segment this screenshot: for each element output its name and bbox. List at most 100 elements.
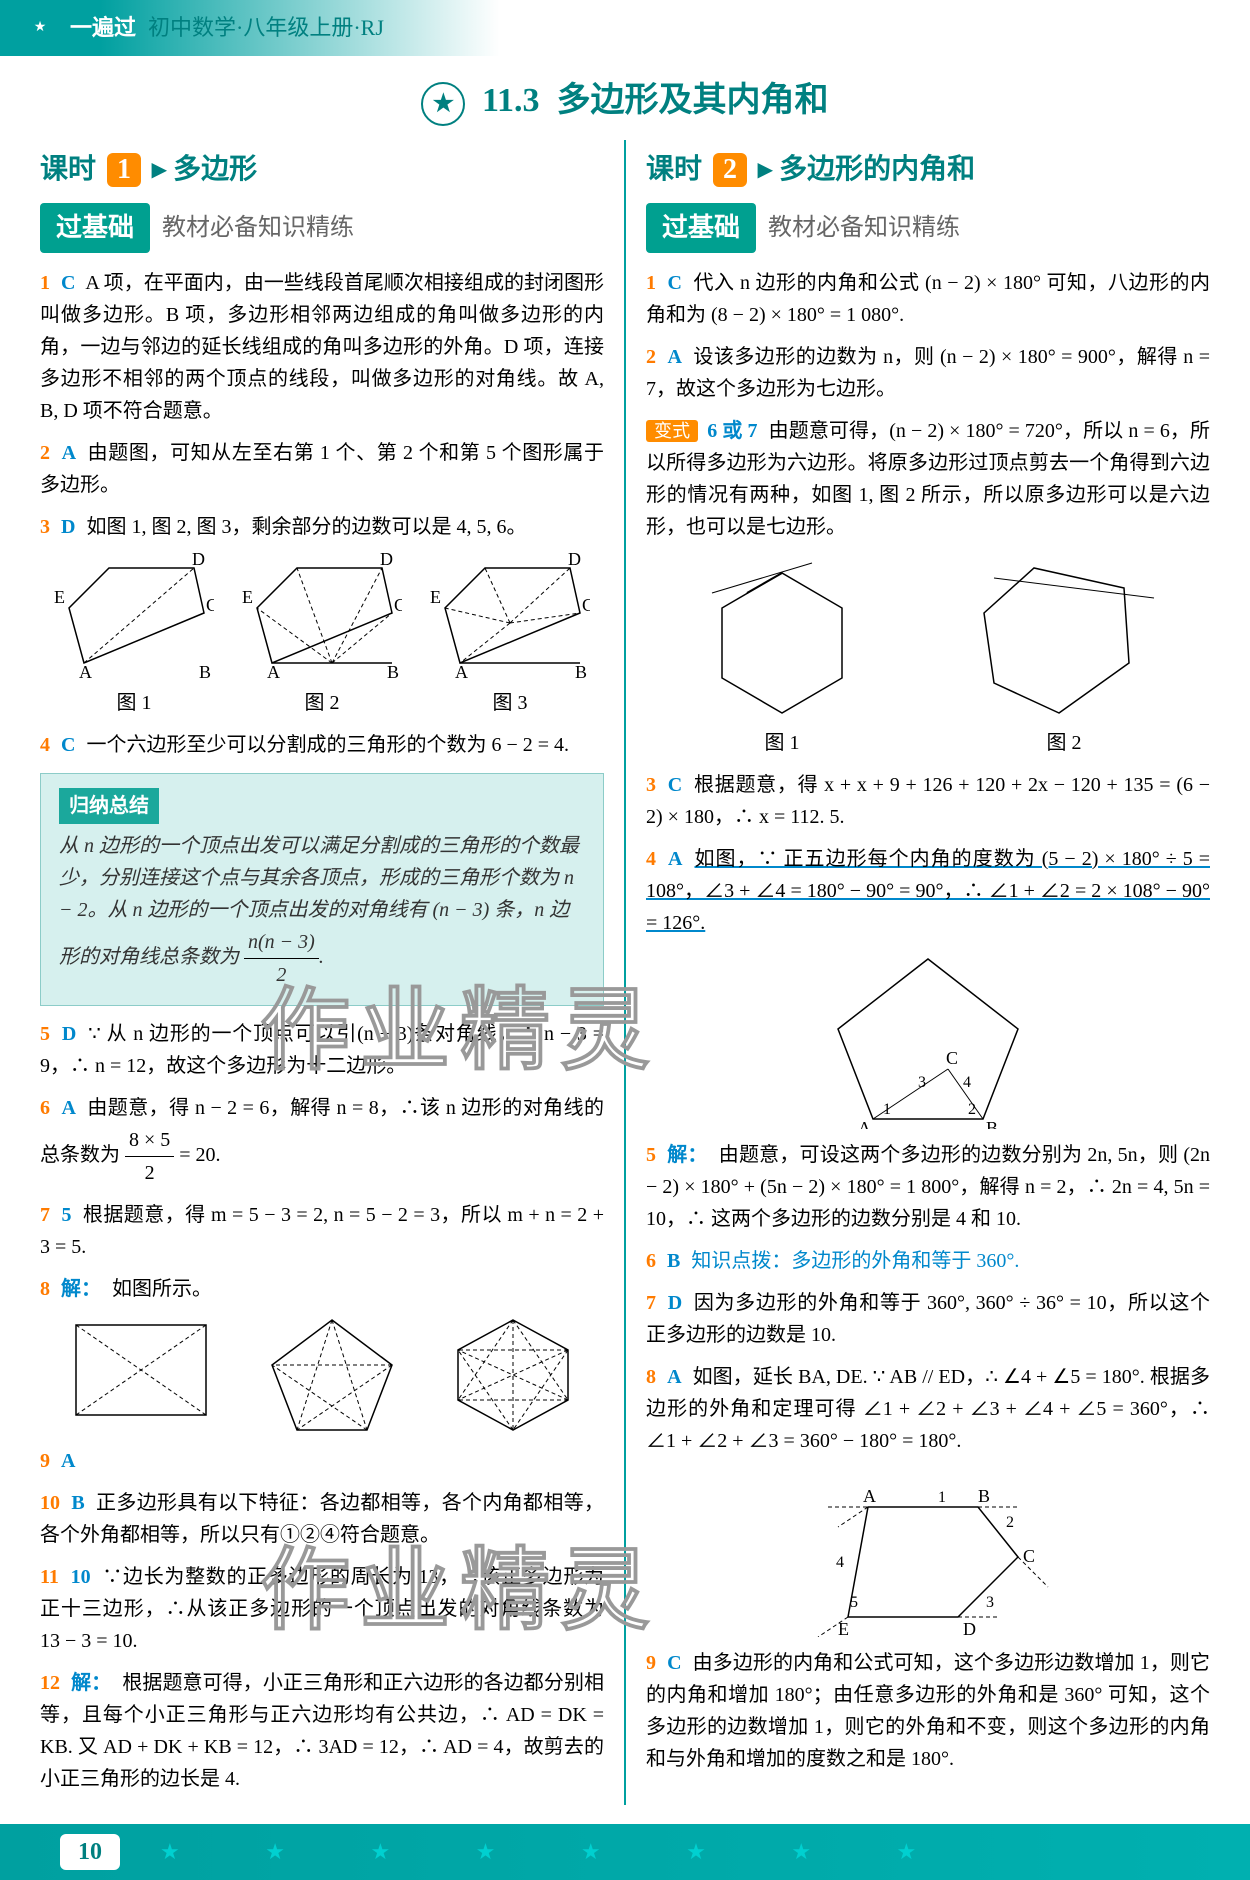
rq8: 8 A 如图，延长 BA, DE. ∵ AB // ED，∴ ∠4 + ∠5 =… (646, 1361, 1210, 1457)
left-column: 课时 1 ▸ 多边形 过基础 教材必备知识精练 1 C A 项，在平面内，由一些… (40, 140, 604, 1804)
fig-label: 图 2 (242, 687, 402, 719)
svg-text:D: D (963, 1619, 976, 1637)
lesson-title-right: 课时 2 ▸ 多边形的内角和 (646, 148, 1210, 193)
qtext: 设该多边形的边数为 n，则 (n − 2) × 180° = 900°，解得 n… (646, 346, 1210, 400)
q7: 7 5 根据题意，得 m = 5 − 3 = 2, n = 5 − 2 = 3，… (40, 1199, 604, 1263)
pentagon-svg-1: AB CD E (54, 553, 214, 683)
answer: D (61, 516, 75, 538)
answer: A (667, 1366, 681, 1388)
qtext: 由题意，可设这两个多边形的边数分别为 2n, 5n，则 (2n − 2) × 1… (646, 1144, 1210, 1230)
rq5: 5 解： 由题意，可设这两个多边形的边数分别为 2n, 5n，则 (2n − 2… (646, 1139, 1210, 1235)
lesson-num-badge: 1 (107, 153, 141, 187)
pentagon-angle-fig: AB C 13 42 (646, 949, 1210, 1129)
svg-text:A: A (79, 662, 92, 682)
qnum: 12 (40, 1672, 60, 1694)
qnum: 3 (646, 774, 656, 796)
answer: C (668, 272, 682, 294)
qtext: 如图 1, 图 2, 图 3，剩余部分的边数可以是 4, 5, 6。 (86, 516, 526, 538)
answer: A (61, 1097, 75, 1119)
svg-text:4: 4 (836, 1554, 844, 1571)
lesson-name: 多边形的内角和 (779, 154, 975, 185)
qtext: ∵ 从 n 边形的一个顶点可以引(n − 3)条对角线，∴ n − 3 = 9，… (40, 1023, 604, 1077)
lesson-prefix: 课时 (646, 154, 702, 185)
q1: 1 C A 项，在平面内，由一些线段首尾顺次相接组成的封闭图形叫做多边形。B 项… (40, 267, 604, 427)
pentagon-diag (267, 1315, 397, 1435)
svg-text:C: C (206, 595, 214, 615)
section-title: ★ 11.3 多边形及其内角和 (0, 74, 1250, 128)
fraction: n(n − 3) 2 (244, 926, 319, 991)
rect-diag (66, 1315, 216, 1425)
answer: 解： (667, 1144, 707, 1166)
svg-text:C: C (582, 595, 590, 615)
answer: 解： (61, 1278, 101, 1300)
svg-text:D: D (192, 553, 205, 569)
svg-text:1: 1 (938, 1489, 946, 1506)
svg-text:A: A (858, 1118, 871, 1129)
svg-text:2: 2 (1006, 1514, 1014, 1531)
diagonal-figures (40, 1315, 604, 1435)
svg-text:3: 3 (986, 1594, 994, 1611)
qnum: 4 (646, 848, 656, 870)
qnum: 7 (646, 1292, 656, 1314)
q11: 11 10 ∵边长为整数的正多边形的周长为 13，∴该正多边形为正十三边形，∴从… (40, 1561, 604, 1657)
frac-den: 2 (244, 959, 319, 991)
svg-text:E: E (54, 587, 65, 607)
answer: A (62, 442, 76, 464)
summary-body: 从 n 边形的一个顶点出发可以满足分割成的三角形的个数最少，分别连接这个点与其余… (59, 830, 585, 991)
svg-text:B: B (978, 1486, 990, 1506)
answer: 5 (61, 1204, 71, 1226)
answer: 10 (71, 1566, 91, 1588)
frac-den: 2 (125, 1157, 174, 1189)
svg-text:B: B (575, 662, 587, 682)
sub-banner-right: 过基础 教材必备知识精练 (646, 203, 1210, 253)
q3: 3 D 如图 1, 图 2, 图 3，剩余部分的边数可以是 4, 5, 6。 (40, 511, 604, 543)
figure-3: AB CD E 图 3 (430, 553, 590, 719)
footer-stars: ★ ★ ★ ★ ★ ★ ★ ★ (160, 1834, 956, 1869)
figure-1: AB CD E 图 1 (54, 553, 214, 719)
answer: D (668, 1292, 682, 1314)
qnum: 3 (40, 516, 50, 538)
svg-text:B: B (387, 662, 399, 682)
answer: 6 或 7 (707, 420, 757, 442)
q6: 6 A 由题意，得 n − 2 = 6，解得 n = 8，∴该 n 边形的对角线… (40, 1092, 604, 1189)
qnum: 8 (646, 1366, 656, 1388)
subject-text: 初中数学·八年级上册·RJ (148, 10, 384, 45)
hint-text: 知识点拨：多边形的外角和等于 360°. (691, 1250, 1019, 1272)
pentagon-svg-3: AB CD E (430, 553, 590, 683)
frac-num: n(n − 3) (244, 926, 319, 959)
rfigure-2: 图 2 (964, 553, 1164, 759)
qnum: 1 (40, 272, 50, 294)
rq1: 1 C 代入 n 边形的内角和公式 (n − 2) × 180° 可知，八边形的… (646, 267, 1210, 331)
logo-icon: ★ (20, 8, 60, 48)
banner-tag: 过基础 (646, 203, 756, 253)
page-number: 10 (60, 1834, 120, 1870)
rq9: 9 C 由多边形的内角和公式可知，这个多边形边数增加 1，则它的内角和增加 18… (646, 1647, 1210, 1775)
hexagon-cut-figures: 图 1 图 2 (646, 553, 1210, 759)
qtext: 因为多边形的外角和等于 360°, 360° ÷ 36° = 10，所以这个正多… (646, 1292, 1210, 1346)
qtext: A 项，在平面内，由一些线段首尾顺次相接组成的封闭图形叫做多边形。B 项，多边形… (40, 272, 604, 422)
answer: A (668, 848, 682, 870)
qtext: 如图，延长 BA, DE. ∵ AB // ED，∴ ∠4 + ∠5 = 180… (646, 1366, 1210, 1452)
svg-text:D: D (380, 553, 393, 569)
qtext: 根据题意可得，小正三角形和正六边形的各边都分别相等，且每个小正三角形与正六边形均… (40, 1672, 604, 1790)
rq4: 4 A 如图，∵ 正五边形每个内角的度数为 (5 − 2) × 180° ÷ 5… (646, 843, 1210, 939)
answer: B (667, 1250, 680, 1272)
qnum: 5 (646, 1144, 656, 1166)
page-header: ★ 一遍过 初中数学·八年级上册·RJ (0, 0, 1250, 56)
svg-text:B: B (986, 1118, 998, 1129)
summary-box: 归纳总结 从 n 边形的一个顶点出发可以满足分割成的三角形的个数最少，分别连接这… (40, 773, 604, 1006)
section-number: 11.3 (482, 82, 540, 119)
section-name: 多边形及其内角和 (557, 82, 829, 119)
qnum: 9 (646, 1652, 656, 1674)
q4: 4 C 一个六边形至少可以分割成的三角形的个数为 6 − 2 = 4. (40, 729, 604, 761)
hexagon-cut-1 (692, 553, 872, 723)
fig-label: 图 3 (430, 687, 590, 719)
svg-text:3: 3 (918, 1074, 926, 1091)
summary-title: 归纳总结 (59, 788, 159, 824)
svg-text:4: 4 (963, 1074, 971, 1091)
qtext: 如图，∵ 正五边形每个内角的度数为 (5 − 2) × 180° ÷ 5 = 1… (646, 848, 1210, 934)
q10: 10 B 正多边形具有以下特征：各边都相等，各个内角都相等，各个外角都相等，所以… (40, 1487, 604, 1551)
qnum: 5 (40, 1023, 50, 1045)
answer: 解： (71, 1672, 111, 1694)
series-name: 一遍过 (70, 10, 136, 45)
